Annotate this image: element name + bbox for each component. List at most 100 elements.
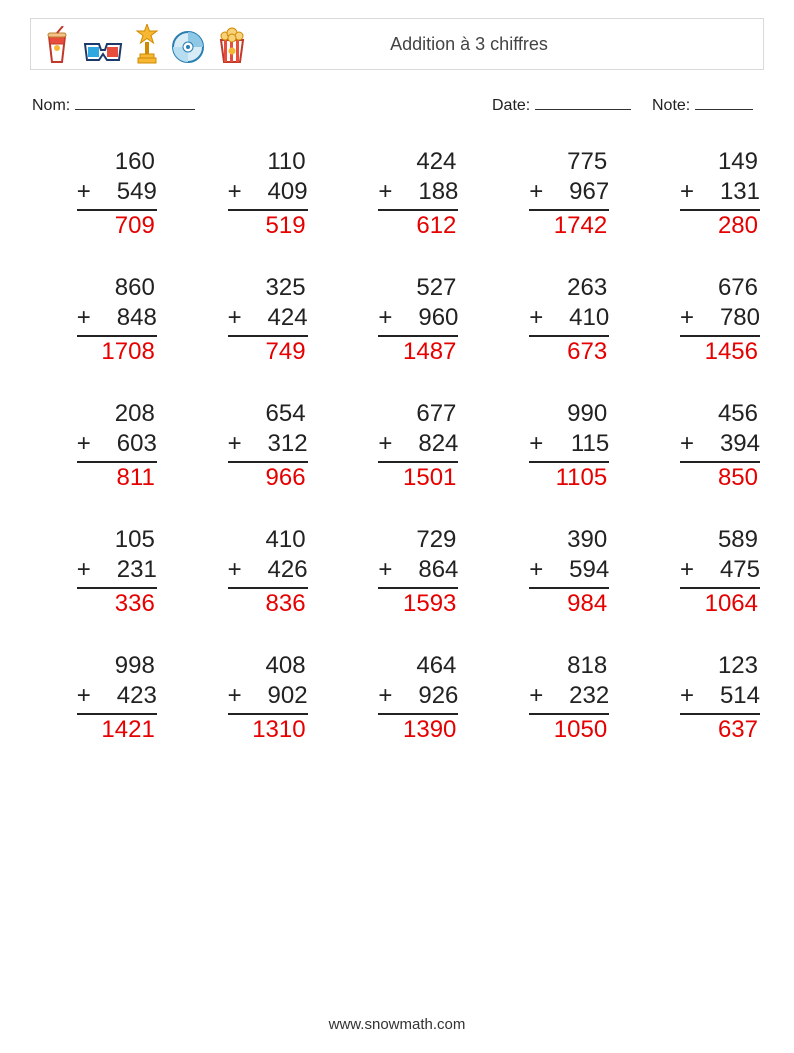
operand-2: 824 xyxy=(396,429,458,459)
note-label: Note: xyxy=(652,97,690,114)
operand-2: 864 xyxy=(396,555,458,585)
answer: 1390 xyxy=(378,715,458,745)
answer: 749 xyxy=(228,337,308,367)
operator-symbol: + xyxy=(378,555,396,585)
operand-1: 654 xyxy=(228,399,308,429)
operator-symbol: + xyxy=(680,555,698,585)
operand-1: 818 xyxy=(529,651,609,681)
operator-symbol: + xyxy=(680,681,698,711)
date-line xyxy=(535,92,631,110)
answer: 1050 xyxy=(529,715,609,745)
operator-symbol: + xyxy=(378,681,396,711)
operand-2: 232 xyxy=(547,681,609,711)
operator-symbol: + xyxy=(529,429,547,459)
cd-disc-icon xyxy=(171,30,205,64)
operand-1: 325 xyxy=(228,273,308,303)
problem-cell: 390+594984 xyxy=(486,525,609,619)
operand-1: 390 xyxy=(529,525,609,555)
name-line xyxy=(75,92,195,110)
operator-symbol: + xyxy=(77,303,95,333)
answer: 709 xyxy=(77,211,157,241)
answer: 966 xyxy=(228,463,308,493)
operand-2: 475 xyxy=(698,555,760,585)
answer: 280 xyxy=(680,211,760,241)
answer: 336 xyxy=(77,589,157,619)
operand-1: 149 xyxy=(680,147,760,177)
operand-2: 115 xyxy=(547,429,609,459)
operand-2: 967 xyxy=(547,177,609,207)
operator-symbol: + xyxy=(77,681,95,711)
problem-cell: 527+9601487 xyxy=(336,273,459,367)
name-field: Nom: xyxy=(32,92,232,115)
operand-2: 188 xyxy=(396,177,458,207)
operator-symbol: + xyxy=(529,303,547,333)
problem-cell: 149+131 280 xyxy=(637,147,760,241)
footer-url: www.snowmath.com xyxy=(0,1016,794,1033)
problem-cell: 860+848 1708 xyxy=(34,273,157,367)
problem-cell: 775+967 1742 xyxy=(486,147,609,241)
operator-symbol: + xyxy=(529,681,547,711)
operand-2: 960 xyxy=(396,303,458,333)
meta-spacer xyxy=(232,92,492,115)
operand-1: 424 xyxy=(378,147,458,177)
answer: 1593 xyxy=(378,589,458,619)
operand-2: 409 xyxy=(246,177,308,207)
answer: 1064 xyxy=(680,589,760,619)
operand-1: 775 xyxy=(529,147,609,177)
operator-symbol: + xyxy=(680,429,698,459)
answer: 1708 xyxy=(77,337,157,367)
header-bar: Addition à 3 chiffres xyxy=(30,18,764,70)
operator-symbol: + xyxy=(228,177,246,207)
operand-2: 410 xyxy=(547,303,609,333)
operator-symbol: + xyxy=(378,177,396,207)
answer: 1742 xyxy=(529,211,609,241)
problem-cell: 818+232 1050 xyxy=(486,651,609,745)
note-line xyxy=(695,92,753,110)
operand-1: 464 xyxy=(378,651,458,681)
problem-cell: 105+231336 xyxy=(34,525,157,619)
problem-cell: 410+426836 xyxy=(185,525,308,619)
operator-symbol: + xyxy=(378,303,396,333)
3d-glasses-icon xyxy=(83,38,123,64)
operand-1: 990 xyxy=(529,399,609,429)
problem-cell: 263+410673 xyxy=(486,273,609,367)
operand-1: 456 xyxy=(680,399,760,429)
operator-symbol: + xyxy=(680,303,698,333)
problem-cell: 208+603811 xyxy=(34,399,157,493)
answer: 637 xyxy=(680,715,760,745)
operator-symbol: + xyxy=(77,429,95,459)
worksheet-page: Addition à 3 chiffres Nom: Date: Note: 1… xyxy=(0,0,794,1053)
operand-1: 677 xyxy=(378,399,458,429)
operand-1: 729 xyxy=(378,525,458,555)
answer: 811 xyxy=(77,463,157,493)
operand-2: 426 xyxy=(246,555,308,585)
operand-1: 410 xyxy=(228,525,308,555)
operator-symbol: + xyxy=(680,177,698,207)
operand-1: 208 xyxy=(77,399,157,429)
operand-2: 902 xyxy=(246,681,308,711)
operand-2: 131 xyxy=(698,177,760,207)
operand-2: 424 xyxy=(246,303,308,333)
operand-2: 394 xyxy=(698,429,760,459)
operand-1: 110 xyxy=(228,147,308,177)
operator-symbol: + xyxy=(529,177,547,207)
date-field: Date: xyxy=(492,92,652,115)
soda-cup-icon xyxy=(43,26,71,64)
answer: 612 xyxy=(378,211,458,241)
problem-grid: 160+549709110+409519424+188612775+967174… xyxy=(30,147,764,745)
operand-2: 231 xyxy=(95,555,157,585)
operand-1: 860 xyxy=(77,273,157,303)
operand-1: 160 xyxy=(77,147,157,177)
problem-cell: 464+9261390 xyxy=(336,651,459,745)
operand-1: 527 xyxy=(378,273,458,303)
operand-2: 423 xyxy=(95,681,157,711)
operator-symbol: + xyxy=(228,681,246,711)
operand-2: 780 xyxy=(698,303,760,333)
problem-cell: 325+424749 xyxy=(185,273,308,367)
worksheet-title: Addition à 3 chiffres xyxy=(247,34,751,55)
operand-1: 263 xyxy=(529,273,609,303)
operator-symbol: + xyxy=(228,555,246,585)
answer: 984 xyxy=(529,589,609,619)
answer: 1105 xyxy=(529,463,609,493)
operand-2: 848 xyxy=(95,303,157,333)
